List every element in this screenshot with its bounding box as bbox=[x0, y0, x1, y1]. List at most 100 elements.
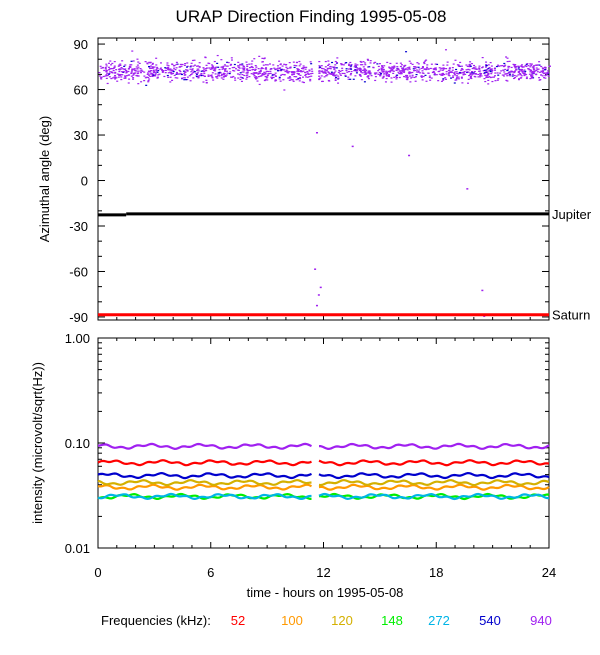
scatter-point bbox=[402, 70, 405, 72]
scatter-point bbox=[209, 75, 212, 77]
scatter-point bbox=[338, 73, 341, 75]
legend-layer: 52 100 120 148 272 540 940 bbox=[231, 613, 552, 628]
scatter-point bbox=[441, 74, 444, 76]
scatter-point bbox=[361, 72, 364, 74]
scatter-point bbox=[361, 64, 364, 66]
scatter-point bbox=[523, 73, 526, 75]
scatter-point bbox=[291, 74, 294, 76]
scatter-point bbox=[497, 74, 500, 76]
scatter-point bbox=[261, 61, 264, 63]
scatter-point bbox=[360, 71, 363, 73]
scatter-point bbox=[448, 75, 451, 77]
legend-item-148: 148 bbox=[381, 613, 403, 628]
scatter-point bbox=[509, 73, 512, 75]
scatter-point bbox=[461, 82, 464, 84]
scatter-point bbox=[297, 70, 300, 72]
scatter-point bbox=[531, 75, 534, 77]
scatter-point bbox=[212, 65, 215, 67]
scatter-point bbox=[135, 70, 138, 72]
scatter-point bbox=[373, 72, 376, 74]
scatter-point bbox=[435, 74, 438, 76]
scatter-point bbox=[379, 74, 382, 76]
scatter-point bbox=[211, 68, 214, 70]
scatter-point bbox=[363, 68, 366, 70]
scatter-point bbox=[473, 70, 476, 73]
scatter-point bbox=[140, 72, 143, 74]
scatter-point bbox=[486, 73, 489, 75]
scatter-point bbox=[415, 66, 418, 68]
scatter-point bbox=[442, 68, 445, 70]
scatter-point bbox=[137, 61, 140, 63]
scatter-point bbox=[232, 69, 235, 72]
scatter-point bbox=[133, 69, 136, 71]
scatter-point bbox=[111, 62, 114, 65]
scatter-point bbox=[349, 78, 352, 80]
scatter-point bbox=[390, 81, 393, 83]
scatter-point bbox=[429, 67, 432, 70]
scatter-point bbox=[246, 64, 249, 66]
scatter-point bbox=[289, 77, 292, 79]
scatter-point bbox=[471, 71, 474, 73]
scatter-point bbox=[479, 74, 482, 77]
scatter-point bbox=[113, 61, 116, 63]
scatter-point bbox=[345, 61, 348, 64]
scatter-point bbox=[257, 76, 260, 78]
scatter-point bbox=[369, 62, 372, 64]
scatter-point bbox=[221, 73, 224, 75]
scatter-point bbox=[533, 65, 536, 67]
scatter-point bbox=[147, 76, 150, 79]
y-tick-label: -30 bbox=[69, 219, 88, 234]
scatter-point bbox=[192, 77, 195, 79]
scatter-point bbox=[107, 62, 110, 64]
scatter-point bbox=[163, 75, 166, 78]
jupiter-label: Jupiter bbox=[552, 207, 592, 222]
scatter-point bbox=[479, 73, 482, 75]
scatter-point bbox=[323, 76, 326, 78]
scatter-point bbox=[223, 64, 226, 66]
scatter-point bbox=[197, 76, 200, 78]
scatter-point bbox=[167, 69, 170, 71]
scatter-point bbox=[274, 72, 277, 74]
scatter-point bbox=[328, 67, 331, 70]
scatter-point bbox=[506, 57, 509, 59]
scatter-point bbox=[176, 72, 179, 75]
scatter-point bbox=[485, 75, 488, 77]
scatter-point bbox=[234, 79, 237, 81]
scatter-point bbox=[321, 67, 324, 70]
scatter-point bbox=[281, 65, 284, 67]
scatter-point bbox=[233, 70, 236, 72]
scatter-point bbox=[415, 73, 418, 76]
scatter-point bbox=[167, 65, 170, 67]
scatter-point bbox=[242, 65, 245, 68]
scatter-point bbox=[540, 74, 543, 76]
scatter-point bbox=[445, 78, 448, 80]
scatter-point bbox=[387, 74, 390, 77]
scatter-point bbox=[278, 76, 281, 78]
y-tick-label: 1.00 bbox=[65, 331, 90, 346]
series-540-line bbox=[97, 471, 550, 480]
scatter-point bbox=[417, 66, 420, 68]
scatter-point bbox=[139, 68, 142, 70]
scatter-point bbox=[445, 68, 448, 70]
scatter-point bbox=[176, 63, 179, 65]
scatter-point bbox=[472, 67, 475, 69]
scatter-point bbox=[534, 64, 537, 66]
scatter-point bbox=[397, 69, 400, 71]
scatter-point bbox=[228, 72, 231, 75]
scatter-point bbox=[113, 76, 116, 78]
scatter-point bbox=[191, 68, 194, 70]
scatter-point bbox=[279, 63, 282, 66]
scatter-point bbox=[457, 76, 460, 78]
scatter-point bbox=[166, 62, 169, 64]
scatter-point bbox=[344, 62, 347, 64]
scatter-point bbox=[448, 68, 451, 70]
scatter-point bbox=[390, 68, 393, 70]
scatter-point bbox=[153, 71, 156, 73]
scatter-point bbox=[404, 76, 407, 78]
scatter-point bbox=[304, 68, 307, 70]
scatter-point bbox=[283, 69, 286, 71]
scatter-point bbox=[250, 73, 253, 75]
scatter-point bbox=[268, 63, 271, 65]
scatter-point bbox=[120, 78, 123, 81]
scatter-point bbox=[301, 71, 304, 73]
